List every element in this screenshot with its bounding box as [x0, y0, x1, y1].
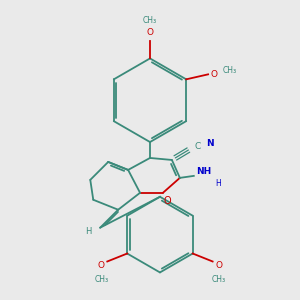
Text: O: O — [215, 261, 222, 270]
Text: CH₃: CH₃ — [223, 66, 237, 75]
Text: O: O — [146, 28, 154, 37]
Text: O: O — [211, 70, 218, 79]
Text: H: H — [85, 227, 92, 236]
Text: CH₃: CH₃ — [143, 16, 157, 25]
Text: NH: NH — [196, 167, 212, 176]
Text: O: O — [98, 261, 105, 270]
Text: C: C — [195, 142, 201, 151]
Text: N: N — [206, 139, 214, 148]
Text: CH₃: CH₃ — [212, 275, 226, 284]
Text: CH₃: CH₃ — [94, 275, 108, 284]
Text: O: O — [163, 196, 171, 206]
Text: H: H — [215, 179, 220, 188]
